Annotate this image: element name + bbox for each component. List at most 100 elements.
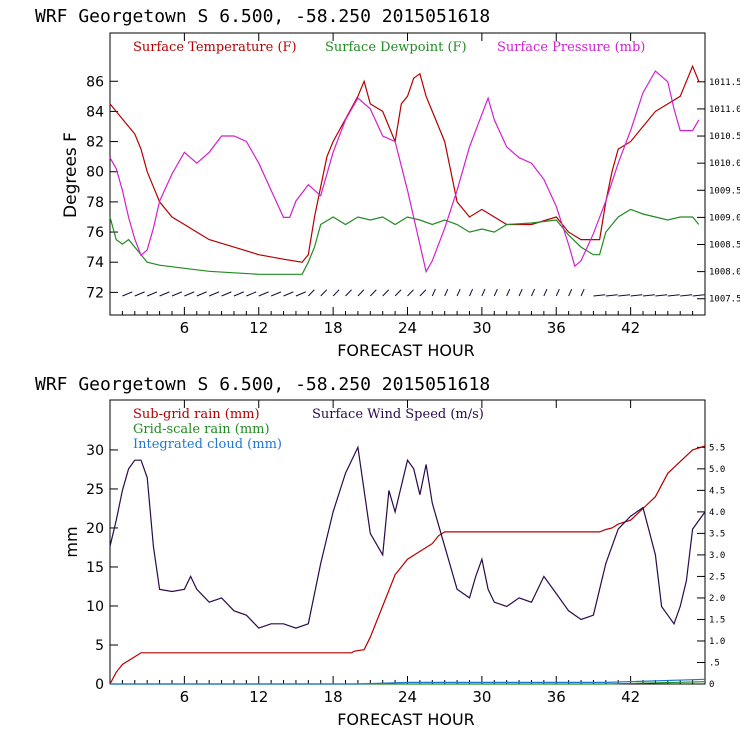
wind-barb [481,288,486,297]
p1-x-tick-label: 18 [324,319,343,337]
p1-y-tick-label: 74 [86,255,104,271]
wind-barb [655,294,668,297]
p1-x-tick-label: 36 [547,319,566,337]
p2-y2-tick-label: 4.5 [709,486,725,496]
p1-y2-tick-label: 1007.5 [709,295,740,305]
p2-y2-tick-label: 0 [709,680,714,690]
wind-barb [493,288,498,297]
p2-y2-tick-label: .5 [709,658,720,668]
wind-barb [506,288,511,297]
panel-2-legend-grid-rain: Grid-scale rain (mm) [133,422,270,437]
p2-series-surface-wind-speed [109,445,706,629]
wind-barb [555,288,560,297]
panel-1-legend-pressure: Surface Pressure (mb) [497,40,645,55]
p1-x-tick-label: 12 [249,319,268,337]
p2-x-tick-label: 42 [621,688,640,706]
p1-y2-tick-label: 1010.0 [709,159,740,169]
p1-y2-tick-label: 1011.0 [709,105,740,115]
wind-barb [208,291,220,297]
p1-x-tick-label: 42 [621,319,640,337]
p2-y-tick-label: 25 [86,482,104,498]
p2-y2-tick-label: 5.0 [709,465,725,475]
wind-barb [543,288,548,297]
p2-x-tick-label: 12 [249,688,268,706]
p1-y-tick-label: 86 [86,74,104,90]
panel-1-axes: 6 12 18 24 30 36 42 72 74 76 78 80 82 84 86 1007.5 1008.… [86,33,740,337]
p2-y-tick-label: 15 [86,560,104,576]
wind-barb [146,291,158,297]
p1-y-tick-label: 84 [86,104,104,120]
wind-barb [580,288,585,297]
p2-x-tick-label: 24 [398,688,417,706]
wind-barb [593,294,606,297]
wind-barb [382,289,390,297]
wind-barb [444,288,449,297]
p2-y-tick-label: 20 [86,521,104,537]
panel-1-series [109,64,700,275]
wind-barb [122,291,133,297]
p1-y2-tick-label: 1010.5 [709,132,740,142]
p2-x-tick-label: 6 [180,688,190,706]
wind-barb [246,291,257,297]
wind-barb [345,289,352,297]
wind-barb [196,291,207,297]
wind-barb [233,291,244,297]
wind-barb [184,291,195,297]
wind-barb [171,291,183,297]
wind-barb [518,288,523,297]
p2-y-tick-label: 30 [86,443,104,459]
p1-x-tick-label: 30 [472,319,491,337]
wind-barb [419,289,427,297]
p2-y-tick-label: 5 [95,638,104,654]
p2-y2-tick-label: 1.0 [709,637,725,647]
wind-barb [258,291,269,297]
wind-barb [605,294,618,297]
wind-barb [456,288,461,297]
p1-y2-tick-label: 1008.0 [709,268,740,278]
panel-1-header: WRF Georgetown S 6.500, -58.250 20150516… [35,6,490,27]
panel-2-y-axis-label: mm [62,526,81,557]
wind-barb [568,288,573,297]
p1-series-surface-dewpoint [109,208,700,275]
wind-barbs [122,288,705,297]
panel-1-legend-dewpoint: Surface Dewpoint (F) [325,40,467,55]
p1-series-surface-temperature [109,64,700,263]
p2-y2-tick-label: 2.5 [709,572,725,582]
wind-barb [221,291,232,297]
p1-y-tick-label: 76 [86,225,104,241]
wind-barb [407,289,414,297]
panel-2-legend-subgrid-rain: Sub-grid rain (mm) [133,407,260,422]
panel-1-legend-temperature: Surface Temperature (F) [133,40,297,55]
p1-y2-tick-label: 1009.0 [709,213,740,223]
precipitation-panel: WRF Georgetown S 6.500, -58.250 20150516… [35,374,725,729]
temperature-panel: WRF Georgetown S 6.500, -58.250 20150516… [35,6,740,360]
panel-2-x-axis-label: FORECAST HOUR [337,710,475,729]
wind-barb [307,289,315,297]
p1-y-tick-label: 82 [86,135,104,151]
p2-series-integrated-cloud [110,678,706,685]
wind-barb [680,294,693,297]
p1-y-tick-label: 72 [86,285,104,301]
wind-barb [357,289,365,297]
p1-x-tick-label: 24 [398,319,417,337]
p2-y-tick-label: 0 [95,677,104,693]
p1-y2-tick-label: 1008.5 [709,241,740,251]
wind-barb [332,289,340,297]
p2-x-tick-label: 36 [547,688,566,706]
wind-barb [295,291,306,297]
wind-barb [667,294,680,297]
wind-barb [630,294,643,297]
p1-y-tick-label: 78 [86,195,104,211]
wind-barb [531,288,536,297]
panel-1-plot-area [109,32,706,316]
p2-y2-tick-label: 5.5 [709,443,725,453]
p2-y2-tick-label: 3.5 [709,529,725,539]
wind-barb [692,294,705,297]
p2-y2-tick-label: 4.0 [709,508,725,518]
wind-barb [618,294,631,297]
p1-y-tick-label: 80 [86,165,104,181]
wind-barb [320,289,328,297]
wind-barb [159,291,170,297]
panel-2-axes: 6 12 18 24 30 36 42 0 5 10 15 20 25 30 0 .5 1.0 1.5 2.0 2.5… [86,400,725,706]
